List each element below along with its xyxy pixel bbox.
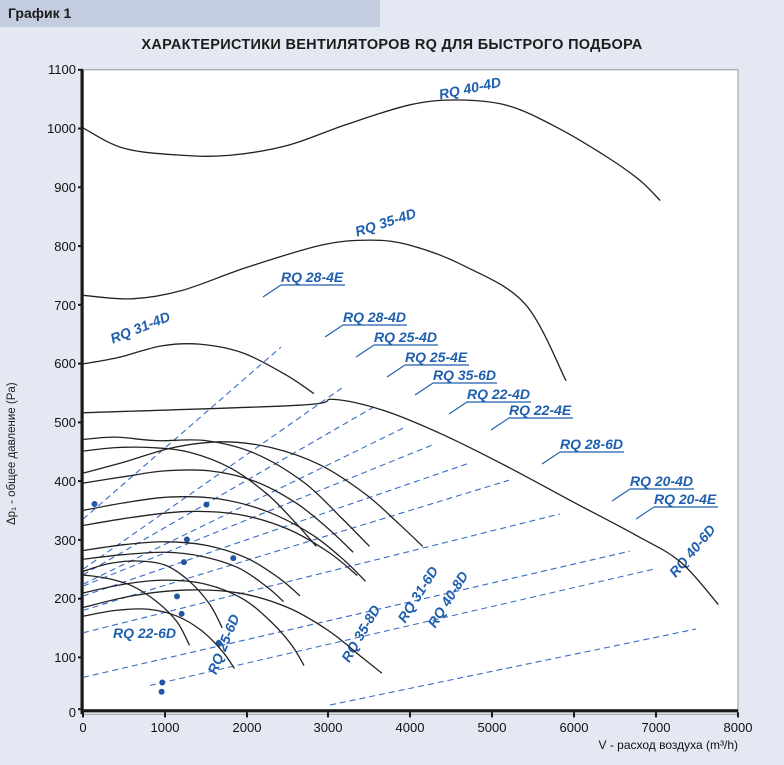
svg-text:1100: 1100 bbox=[48, 65, 76, 77]
svg-text:900: 900 bbox=[54, 180, 76, 195]
svg-text:RQ 22-4E: RQ 22-4E bbox=[509, 402, 572, 418]
svg-text:5000: 5000 bbox=[478, 720, 507, 735]
svg-text:RQ 28-6D: RQ 28-6D bbox=[560, 436, 623, 452]
svg-text:RQ 22-6D: RQ 22-6D bbox=[113, 625, 176, 641]
svg-text:RQ 25-4D: RQ 25-4D bbox=[374, 329, 437, 345]
svg-text:7000: 7000 bbox=[642, 720, 671, 735]
svg-text:1000: 1000 bbox=[47, 121, 76, 136]
svg-text:RQ 22-4D: RQ 22-4D bbox=[467, 386, 530, 402]
svg-text:RQ 35-6D: RQ 35-6D bbox=[433, 367, 496, 383]
svg-text:RQ 20-4D: RQ 20-4D bbox=[630, 473, 693, 489]
svg-text:0: 0 bbox=[69, 705, 76, 720]
svg-text:100: 100 bbox=[54, 650, 76, 665]
svg-text:0: 0 bbox=[79, 720, 86, 735]
svg-text:RQ 28-4E: RQ 28-4E bbox=[281, 269, 344, 285]
svg-text:4000: 4000 bbox=[396, 720, 425, 735]
svg-text:600: 600 bbox=[54, 356, 76, 371]
svg-text:RQ 25-4E: RQ 25-4E bbox=[405, 349, 468, 365]
svg-text:800: 800 bbox=[54, 239, 76, 254]
svg-text:2000: 2000 bbox=[233, 720, 262, 735]
svg-text:RQ 20-4E: RQ 20-4E bbox=[654, 491, 717, 507]
svg-text:RQ 28-4D: RQ 28-4D bbox=[343, 309, 406, 325]
svg-text:400: 400 bbox=[54, 474, 76, 489]
svg-text:3000: 3000 bbox=[314, 720, 343, 735]
svg-text:300: 300 bbox=[54, 533, 76, 548]
svg-text:200: 200 bbox=[54, 591, 76, 606]
svg-text:V - расход воздуха (m³/h): V - расход воздуха (m³/h) bbox=[598, 738, 738, 752]
svg-text:6000: 6000 bbox=[560, 720, 589, 735]
svg-text:1000: 1000 bbox=[151, 720, 180, 735]
svg-text:500: 500 bbox=[54, 415, 76, 430]
svg-text:8000: 8000 bbox=[724, 720, 753, 735]
svg-text:700: 700 bbox=[54, 298, 76, 313]
